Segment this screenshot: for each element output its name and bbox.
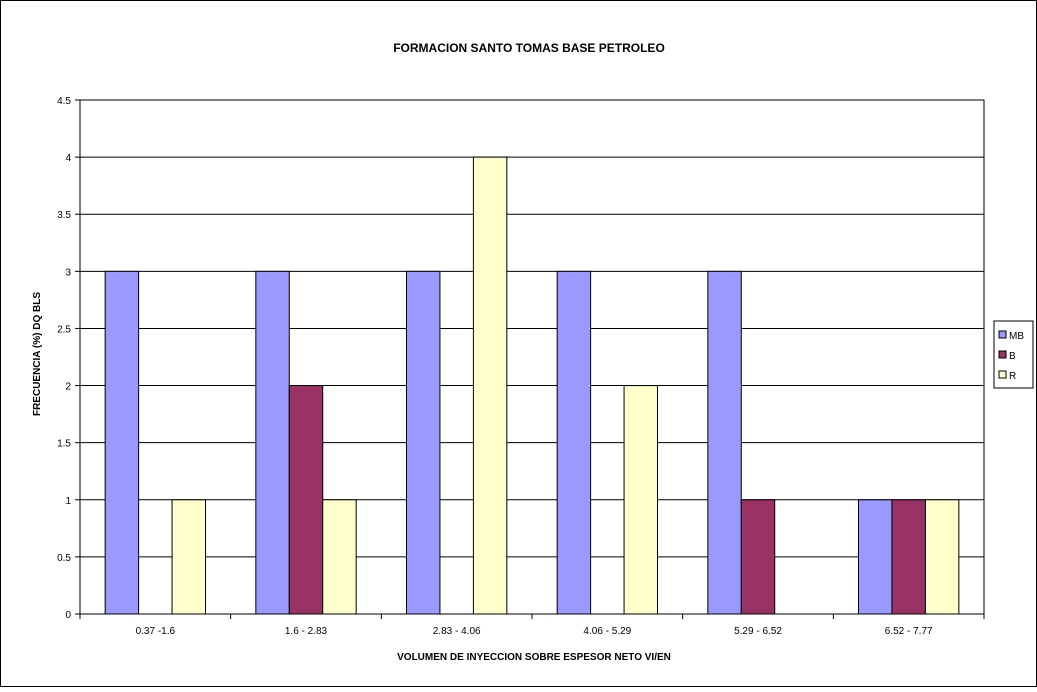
bar-mb	[105, 271, 138, 614]
y-axis-title: FRECUENCIA (%) DQ BLS	[32, 292, 43, 416]
y-tick-label: 2	[65, 382, 71, 393]
bar-r	[172, 500, 205, 614]
y-tick-label: 4.5	[57, 96, 71, 107]
legend-swatch-mb	[999, 331, 1006, 338]
bar-r	[624, 386, 657, 614]
chart-title: FORMACION SANTO TOMAS BASE PETROLEO	[393, 41, 665, 55]
x-tick-label: 2.83 - 4.06	[433, 626, 481, 637]
y-tick-label: 1	[65, 496, 71, 507]
bar-mb	[256, 271, 289, 614]
legend-swatch-b	[999, 351, 1006, 358]
y-tick-label: 3.5	[57, 210, 71, 221]
bar-b	[892, 500, 925, 614]
legend-swatch-r	[999, 371, 1006, 378]
bar-mb	[708, 271, 741, 614]
bar-mb	[858, 500, 891, 614]
bar-r	[925, 500, 958, 614]
bar-b	[289, 386, 322, 614]
legend-label-r: R	[1009, 371, 1016, 382]
x-tick-label: 6.52 - 7.77	[885, 626, 933, 637]
y-tick-label: 2.5	[57, 324, 71, 335]
y-tick-label: 0.5	[57, 553, 71, 564]
y-tick-label: 4	[65, 153, 71, 164]
y-tick-label: 0	[65, 610, 71, 621]
legend-label-b: B	[1009, 351, 1016, 362]
y-tick-label: 1.5	[57, 439, 71, 450]
x-tick-label: 4.06 - 5.29	[583, 626, 631, 637]
x-tick-label: 0.37 -1.6	[136, 626, 176, 637]
x-axis-title: VOLUMEN DE INYECCION SOBRE ESPESOR NETO …	[397, 652, 671, 663]
bar-b	[741, 500, 774, 614]
legend-label-mb: MB	[1009, 331, 1024, 342]
bar-r	[473, 157, 506, 614]
y-tick-label: 3	[65, 267, 71, 278]
bar-r	[323, 500, 356, 614]
bar-mb	[406, 271, 439, 614]
bar-mb	[557, 271, 590, 614]
legend: MB BR	[994, 321, 1033, 388]
x-tick-label: 5.29 - 6.52	[734, 626, 782, 637]
x-tick-label: 1.6 - 2.83	[285, 626, 328, 637]
